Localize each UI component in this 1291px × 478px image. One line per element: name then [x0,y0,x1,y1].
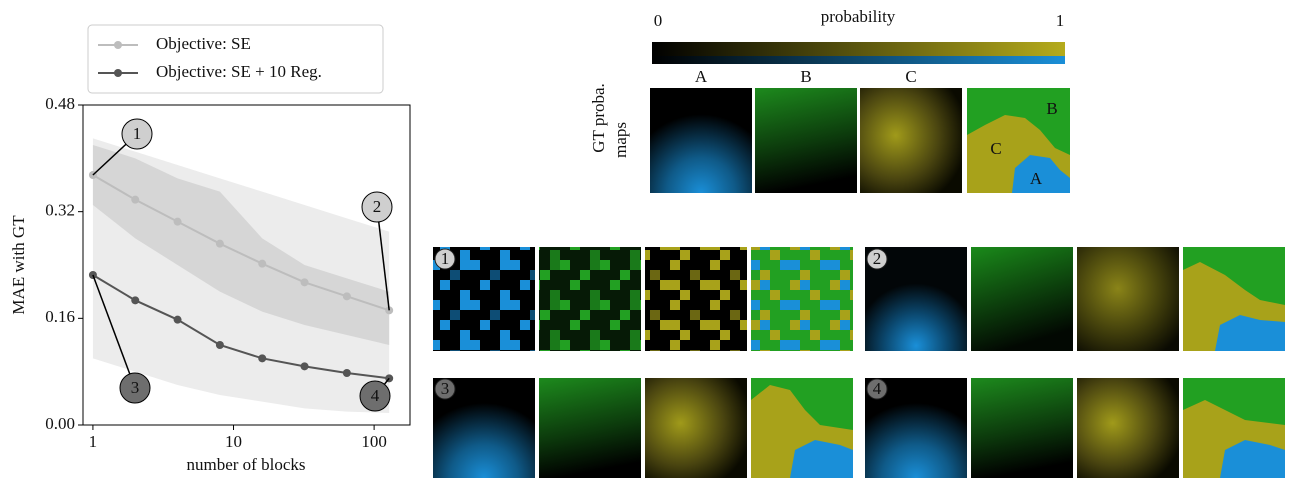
error-band [92,145,390,345]
annotation-label: 2 [373,197,382,216]
point [131,296,140,305]
point [215,239,224,248]
panel-4 [865,378,1285,478]
y-axis-label: MAE with GT [9,215,28,315]
y-tick-label: 0.16 [45,307,75,326]
gt-map [650,88,752,193]
gt-map [860,88,962,193]
region-label: B [1046,99,1057,118]
point [131,195,140,204]
point [300,362,309,371]
point [173,315,182,324]
point [215,341,224,349]
gt-map [755,88,857,193]
legend-marker [114,41,122,49]
panel-2 [865,247,1285,351]
legend-label: Objective: SE + 10 Reg. [156,62,322,81]
panel-label: 2 [873,249,882,268]
panel-badge [866,378,888,400]
annotation-leader [376,206,390,311]
colorbar [652,56,1065,64]
annotation-label: 1 [133,124,142,143]
annotation-circle [121,118,153,150]
colorbar-label: probability [821,7,896,26]
legend-label: Objective: SE [156,34,251,53]
line-chart: MAE with GT number of blocks 0.00 0.16 0.3… [9,24,411,474]
panel-1 [433,247,853,351]
annotation-circle [361,191,393,223]
segmentation-map: B C A [967,88,1070,193]
probability-maps: probability GT proba. maps A B C B C A [433,7,1285,478]
gt-label: maps [611,122,630,158]
panel-badge [434,378,456,400]
x-tick-label: 100 [361,432,387,451]
point [300,278,309,287]
point [342,369,351,377]
annotation-circle [119,372,151,404]
y-tick-label: 0.00 [45,414,75,433]
colorbar-tick-label: 0 [654,11,663,30]
point [258,354,267,363]
legend-box [87,24,384,94]
region-label: C [990,139,1001,158]
point [173,217,182,226]
annotation-circle [359,380,391,412]
x-axis-label: number of blocks [187,455,306,474]
colorbar-tick-label: 1 [1056,11,1065,30]
annotation-label: 4 [371,386,380,405]
panel-label: 3 [441,379,450,398]
column-label: A [695,67,708,86]
point [342,292,351,301]
panel-label: 1 [441,249,450,268]
y-tick-label: 0.48 [45,94,75,113]
gt-label: GT proba. [589,83,608,153]
y-tick-label: 0.32 [45,201,75,220]
point [258,259,267,268]
column-label: B [800,67,811,86]
x-tick-label: 1 [89,432,98,451]
region-label: A [1030,169,1043,188]
panel-badge [434,248,456,270]
line [92,174,390,312]
x-tick-label: 10 [225,432,242,451]
annotation-label: 3 [131,378,140,397]
column-label: C [905,67,916,86]
panel-3 [433,378,853,478]
legend-marker [114,69,122,77]
panel-label: 4 [873,379,882,398]
panel-badge [866,248,888,270]
annotation-leader [92,274,136,389]
plot-frame [82,104,411,426]
line [92,274,390,380]
colorbar [652,42,1065,56]
